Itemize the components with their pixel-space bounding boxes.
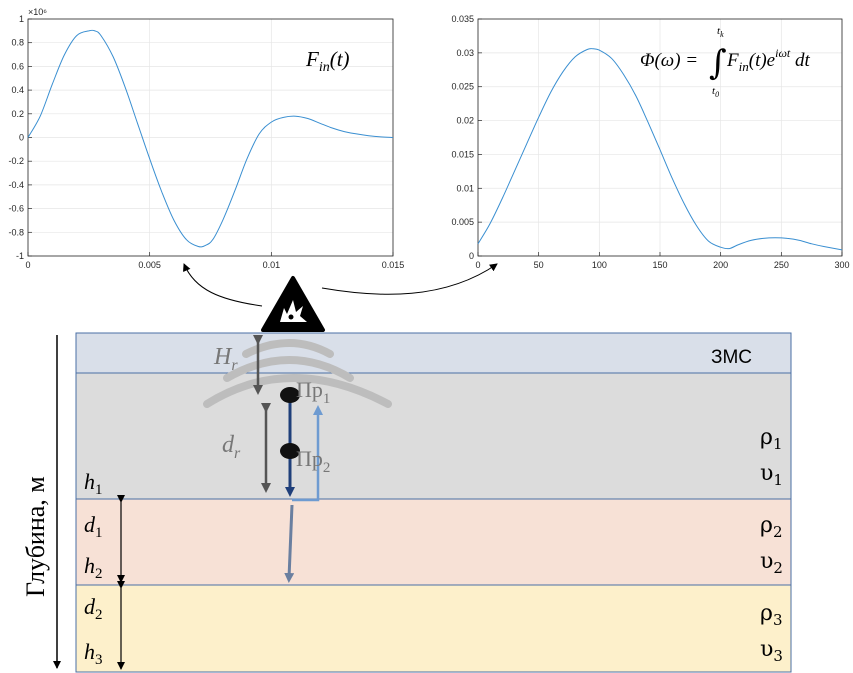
layer-2-rho-label: ρ2 <box>760 513 782 541</box>
layer-2-upsilon-label: υ2 <box>760 549 783 577</box>
layer-1-h-label: h1 <box>84 469 103 498</box>
explosion-source-icon <box>261 276 325 332</box>
spectrum-plot-x-ticks: 0 50 100 150 200 250 300 <box>475 252 850 270</box>
deep-ray-arrow <box>284 504 295 583</box>
spectrum-plot: 0.035 0.03 0.025 0.02 0.015 0.01 0.005 0 0 50 100… <box>451 14 849 270</box>
layer-1 <box>75 372 792 500</box>
layer-3-upsilon-label: υ3 <box>760 637 783 665</box>
y-tick-label: -0.4 <box>8 180 24 190</box>
x-tick-label: 200 <box>713 260 728 270</box>
y-tick-label: 0.6 <box>11 61 24 71</box>
y-tick-label: 0 <box>469 251 474 261</box>
svg-text:t0: t0 <box>712 85 719 99</box>
x-tick-label: 100 <box>592 260 607 270</box>
y-tick-label: 0.03 <box>456 48 474 58</box>
receiver-1-dot <box>280 387 300 403</box>
spectrum-plot-y-ticks: 0.035 0.03 0.025 0.02 0.015 0.01 0.005 0 <box>451 14 482 261</box>
y-tick-label: 0.8 <box>11 38 24 48</box>
x-tick-label: 0.005 <box>138 260 161 270</box>
y-tick-label: 0.4 <box>11 85 24 95</box>
time-plot-x-ticks: 0 0.005 0.01 0.015 <box>25 252 404 270</box>
arrow-to-spectrum-plot <box>321 263 498 295</box>
x-tick-label: 0.01 <box>263 260 281 270</box>
layer-3-d-label: d2 <box>84 594 103 623</box>
layer-2-h-label: h2 <box>84 553 103 582</box>
y-tick-label: 0.005 <box>451 217 474 227</box>
surface-layer-label: ЗМС <box>711 347 752 368</box>
x-tick-label: 50 <box>534 260 544 270</box>
receiver-1-label: Пр1 <box>296 377 330 407</box>
dr-label: dr <box>222 432 241 462</box>
y-tick-label: -0.2 <box>8 156 24 166</box>
svg-text:tk: tk <box>717 25 724 39</box>
x-tick-label: 250 <box>774 260 789 270</box>
layer-2-d-label: d1 <box>84 512 103 541</box>
y-tick-label: 1 <box>19 14 24 24</box>
time-plot-y-ticks: 1 0.8 0.6 0.4 0.2 0 -0.2 -0.4 -0.6 -0.8 -1 <box>8 14 32 261</box>
time-plot-multiplier: ×10⁶ <box>28 7 47 17</box>
x-tick-label: 150 <box>652 260 667 270</box>
layer-1-upsilon-label: υ1 <box>760 461 783 489</box>
layer-3-h-label: h3 <box>84 639 103 668</box>
y-tick-label: 0.2 <box>11 109 24 119</box>
ground-layers <box>75 332 792 673</box>
svg-text:Fin(t)eiωt dt: Fin(t)eiωt dt <box>726 46 811 74</box>
y-tick-label: 0.015 <box>451 149 474 159</box>
y-tick-label: -0.8 <box>8 227 24 237</box>
depth-axis-label: Глубина, м <box>21 476 50 597</box>
svg-text:Φ(ω) =: Φ(ω) = <box>640 50 698 71</box>
y-tick-label: 0.035 <box>451 14 474 24</box>
fourier-formula: Φ(ω) = ∫ tk t0 Fin(t)eiωt dt <box>640 25 811 99</box>
svg-text:∫: ∫ <box>709 43 727 83</box>
hr-label: Hr <box>213 344 238 374</box>
receiver-2-label: Пр2 <box>296 446 330 476</box>
time-signal-plot: 10.80.60.40.20-0.2-0.4-0.6-0.8-1 0 0.005 0… <box>8 7 404 270</box>
x-tick-label: 0.015 <box>382 260 405 270</box>
layer-2 <box>75 498 792 586</box>
y-tick-label: 0 <box>19 133 24 143</box>
layer-1-rho-label: ρ1 <box>760 425 782 453</box>
receiver-2-dot <box>280 443 300 459</box>
y-tick-label: -0.6 <box>8 204 24 214</box>
x-tick-label: 300 <box>834 260 849 270</box>
time-signal-series-line <box>27 29 394 248</box>
surface-layer <box>75 332 792 374</box>
layer-3-rho-label: ρ3 <box>760 601 782 629</box>
x-tick-label: 0 <box>475 260 480 270</box>
y-tick-label: -1 <box>16 251 24 261</box>
up-ray-arrow <box>292 405 323 502</box>
spectrum-series-line <box>477 48 843 251</box>
y-tick-label: 0.025 <box>451 82 474 92</box>
time-plot-annotation: Fin(t) <box>305 47 350 75</box>
y-tick-label: 0.01 <box>456 183 474 193</box>
y-tick-label: 0.02 <box>456 116 474 126</box>
x-tick-label: 0 <box>25 260 30 270</box>
layer-3 <box>75 584 792 673</box>
arrow-to-time-plot <box>183 263 263 307</box>
